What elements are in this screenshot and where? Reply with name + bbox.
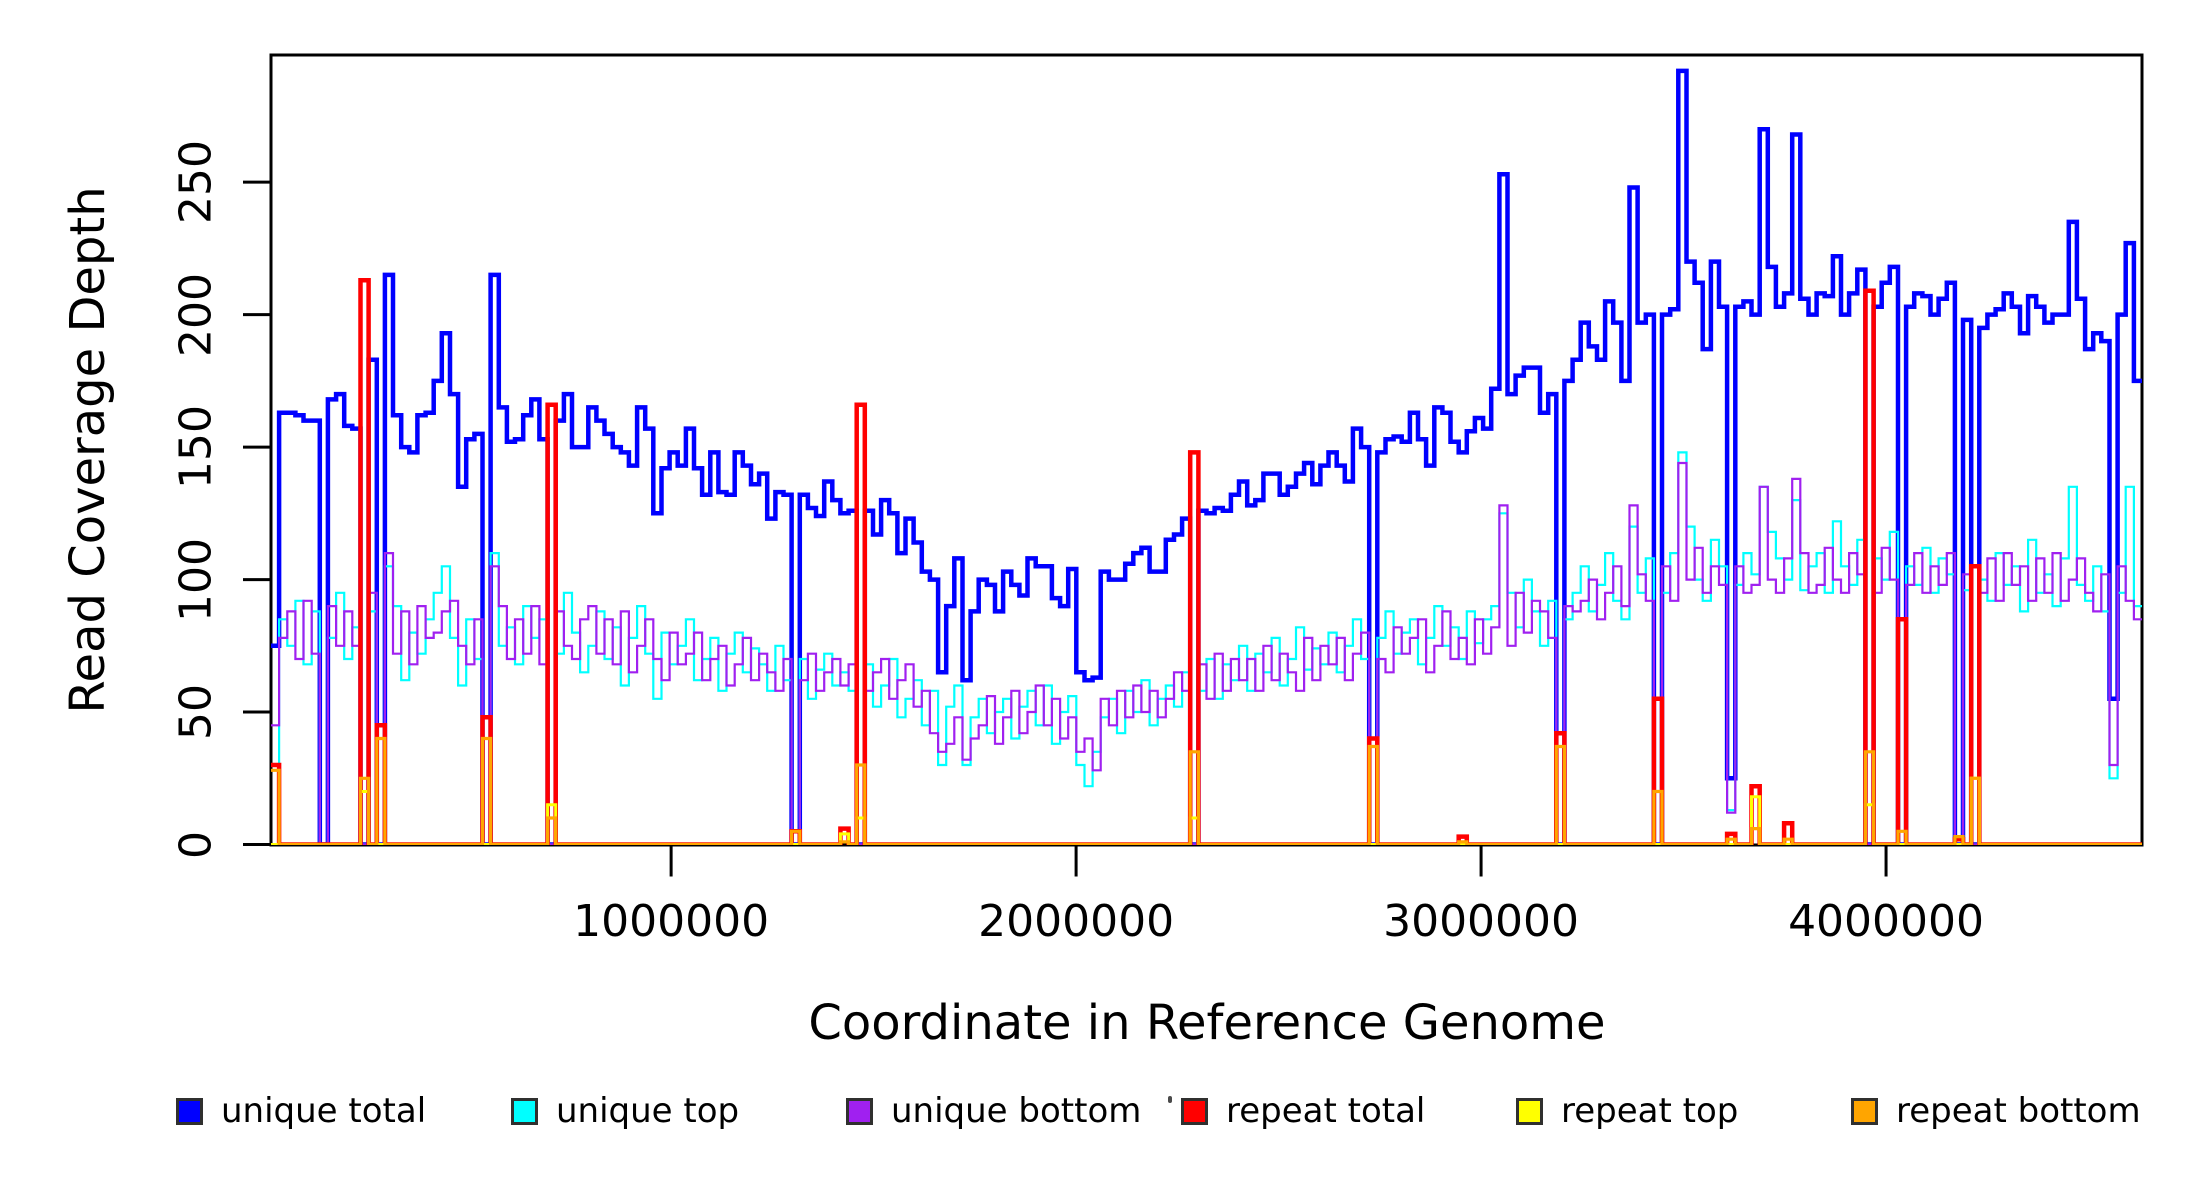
legend-swatch-repeat-bottom (1851, 1097, 1878, 1125)
series-repeat-bottom (271, 736, 2142, 845)
legend-item-repeat-total: repeat total (1181, 1091, 1426, 1131)
x-tick-label: 1000000 (573, 896, 770, 947)
legend-item-repeat-bottom: repeat bottom (1851, 1091, 2141, 1131)
legend-swatch-repeat-top (1516, 1097, 1543, 1125)
series-unique-bottom (271, 461, 2142, 845)
legend-swatch-unique-bottom (846, 1097, 873, 1125)
y-tick-label: 200 (170, 272, 222, 357)
y-tick-label: 250 (170, 140, 222, 225)
legend-item-unique-total: unique total (176, 1091, 427, 1131)
y-tick-label: 50 (170, 684, 222, 741)
legend-swatch-repeat-total (1181, 1097, 1208, 1125)
x-tick-label: 4000000 (1788, 896, 1985, 947)
legend-label: repeat total (1226, 1091, 1426, 1131)
series-repeat-top (271, 776, 2142, 845)
series-unique-total (271, 68, 2142, 845)
series-layer (271, 68, 2142, 845)
legend-item-unique-bottom: unique bottom (846, 1091, 1142, 1131)
legend-label: repeat bottom (1896, 1091, 2141, 1131)
legend-label: unique total (221, 1091, 427, 1131)
legend-item-unique-top: unique top (511, 1091, 740, 1131)
legend-label: unique top (556, 1091, 740, 1131)
x-tick-label: 2000000 (978, 896, 1175, 947)
y-tick-label: 150 (170, 405, 222, 490)
legend: unique total unique top unique bottom repea… (0, 1090, 2200, 1170)
y-tick-label: 100 (170, 537, 222, 622)
x-tick-label: 3000000 (1383, 896, 1580, 947)
axis-ticks (243, 180, 1888, 877)
y-tick-label: 0 (170, 830, 222, 859)
legend-swatch-unique-top (511, 1097, 538, 1125)
y-axis-title: Read Coverage Depth (60, 186, 116, 714)
legend-label: repeat top (1561, 1091, 1739, 1131)
legend-label: unique bottom (891, 1091, 1142, 1131)
x-axis-title: Coordinate in Reference Genome (808, 995, 1606, 1051)
legend-swatch-unique-total (176, 1097, 203, 1125)
plot-frame (269, 53, 2144, 847)
legend-item-repeat-top: repeat top (1516, 1091, 1739, 1131)
series-repeat-total (271, 277, 2142, 845)
stray-dot-artifact (1168, 1096, 1172, 1103)
